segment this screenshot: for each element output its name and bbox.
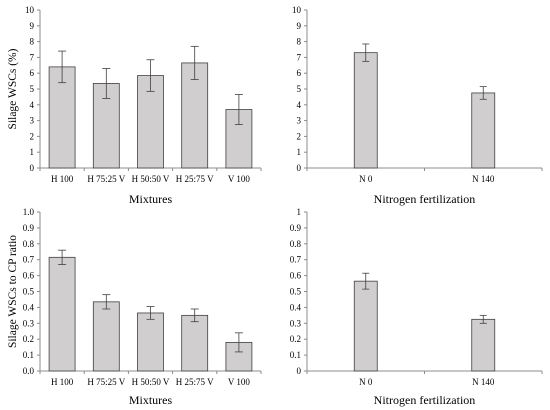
x-axis-title: Nitrogen fertilization [374,192,476,206]
x-tick-label: V 100 [228,174,251,184]
y-tick-label: 5 [297,84,302,94]
x-tick-label: H 75:25 V [87,174,125,184]
y-tick-label: 0.1 [23,350,34,360]
y-tick-label: 0.9 [23,223,35,233]
x-axis-title: Mixtures [129,393,173,407]
y-tick-label: 3 [297,116,302,126]
y-tick-label: 0 [297,366,302,376]
y-tick-label: 0.4 [290,302,302,312]
bar [353,52,378,169]
y-tick-label: 4 [30,100,35,110]
y-tick-label: 5 [30,84,35,94]
y-tick-label: 0.8 [23,239,35,249]
y-tick-label: 0 [297,163,302,173]
y-tick-label: 0.1 [290,350,301,360]
y-tick-label: 7 [30,52,35,62]
y-tick-label: 7 [297,52,302,62]
y-tick-label: 2 [297,131,302,141]
bar [181,62,209,169]
y-tick-label: 8 [297,37,302,47]
x-tick-label: H 50:50 V [132,174,170,184]
y-tick-label: 1 [297,147,302,157]
y-tick-label: 0.2 [23,334,34,344]
x-tick-label: N 140 [472,377,495,387]
x-tick-label: N 0 [359,174,373,184]
chart-nitrogen-wsc-cp: 0 0.1 0.2 0.3 0.4 0.5 0.6 0.7 0.8 0.9 1 N 0 N 140 Nit… [290,207,543,407]
x-axis-title: Nitrogen fertilization [374,393,476,407]
chart-mixtures-wsc: 0 1 2 3 4 5 6 7 8 9 10 H 100 H 75:25 V H 50:50 V H 25:… [7,5,262,206]
y-tick-label: 0.6 [23,271,35,281]
x-tick-label: H 75:25 V [87,377,125,387]
y-tick-label: 1 [30,147,35,157]
y-tick-label: 0.7 [23,255,35,265]
x-tick-label: H 50:50 V [132,377,170,387]
y-tick-label: 6 [297,68,302,78]
y-tick-label: 6 [30,68,35,78]
bar [92,301,120,372]
y-tick-label: 1.0 [23,207,35,217]
bar [353,280,378,372]
y-tick-label: 0.8 [290,239,302,249]
y-tick-label: 9 [30,21,35,31]
y-tick-label: 9 [297,21,302,31]
x-tick-label: N 0 [359,377,373,387]
bar [48,256,76,372]
y-tick-label: 0.5 [290,287,302,297]
bar [225,341,253,372]
y-tick-label: 0.3 [23,318,35,328]
bar [48,66,76,169]
y-tick-label: 10 [25,5,35,15]
y-tick-label: 1 [297,207,302,217]
bar [471,92,496,169]
y-tick-label: 0.0 [23,366,35,376]
y-tick-label: 0.6 [290,271,302,281]
y-tick-label: 0.4 [23,302,35,312]
y-tick-label: 0.7 [290,255,302,265]
y-tick-label: 0.2 [290,334,301,344]
bar [471,318,496,372]
x-tick-label: H 25:75 V [176,377,214,387]
x-tick-label: H 100 [51,377,74,387]
y-tick-label: 0.9 [290,223,302,233]
x-tick-label: H 100 [51,174,74,184]
chart-mixtures-wsc-cp: 0.0 0.1 0.2 0.3 0.4 0.5 0.6 0.7 0.8 0.9 1.0 H 100 H … [7,207,262,407]
bar [137,312,164,372]
y-tick-label: 3 [30,116,35,126]
y-tick-label: 0.3 [290,318,302,328]
bar [92,83,120,169]
y-tick-label: 4 [297,100,302,110]
y-axis-title: Silage WSCs (%) [7,48,19,129]
y-tick-label: 8 [30,37,35,47]
y-tick-label: 10 [292,5,302,15]
x-tick-label: H 25:75 V [176,174,214,184]
chart-nitrogen-wsc: 0 1 2 3 4 5 6 7 8 9 10 N 0 N 140 Nitrogen fertilizati… [292,5,543,206]
y-tick-label: 0.5 [23,287,35,297]
x-tick-label: N 140 [472,174,495,184]
y-tick-label: 2 [30,131,35,141]
y-axis-title: Silage WSCs to CP ratio [7,235,19,348]
x-axis-title: Mixtures [129,192,173,206]
y-tick-label: 0 [30,163,35,173]
bar [181,314,209,372]
x-tick-label: V 100 [228,377,251,387]
